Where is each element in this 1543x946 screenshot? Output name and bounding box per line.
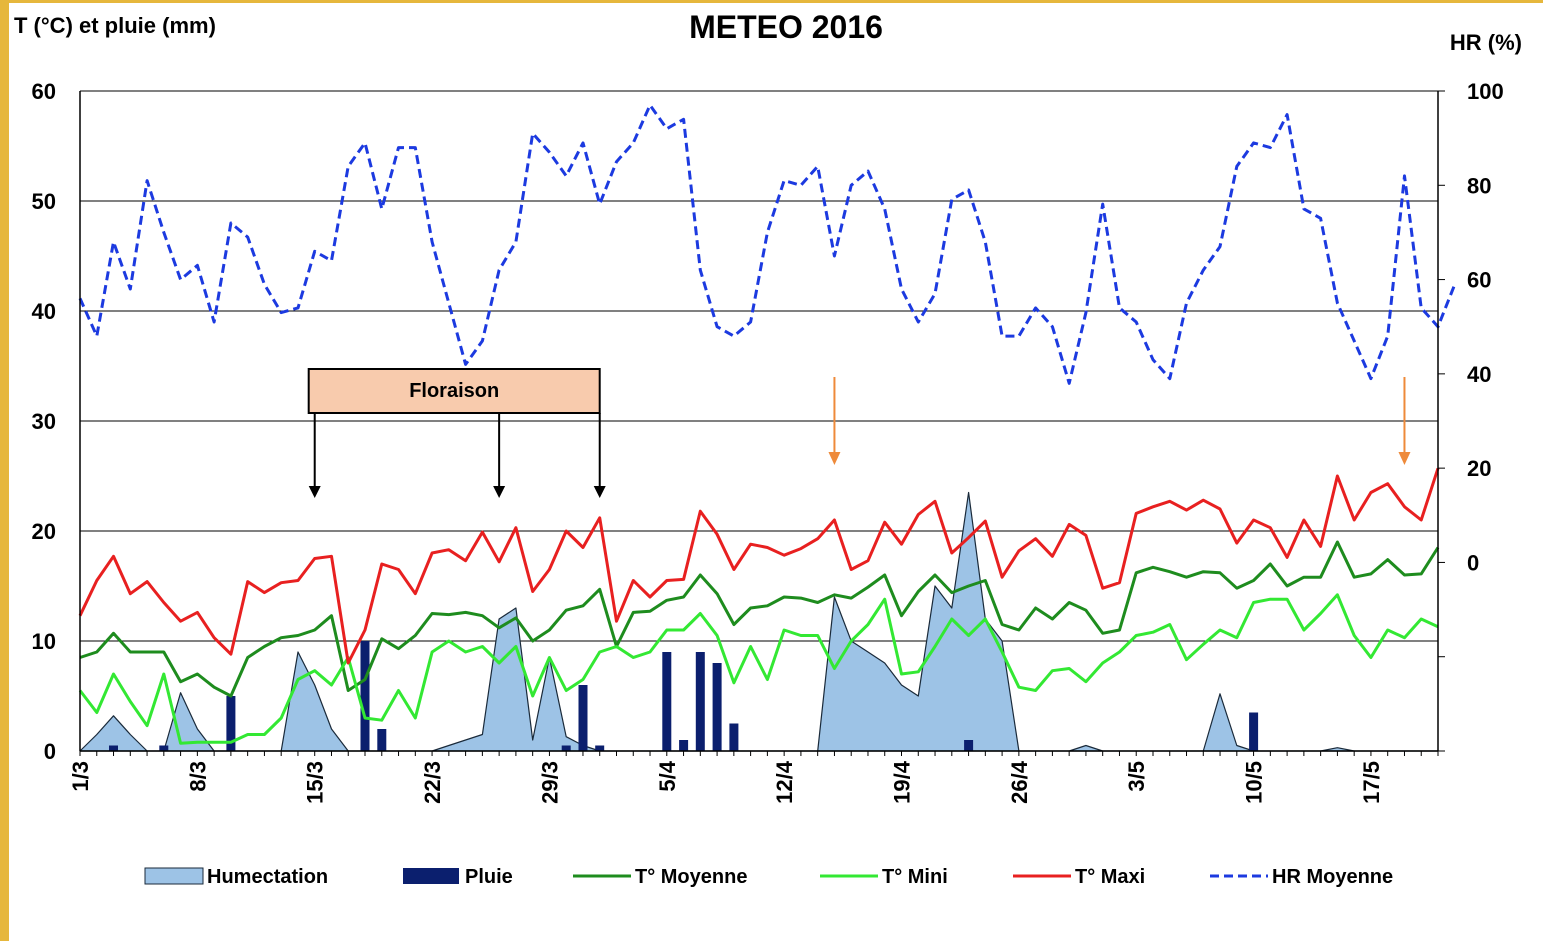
- legend: Humectation Pluie T° Moyenne T° Mini T° Maxi…: [144, 866, 1393, 888]
- legend-entry: Humectation: [144, 866, 328, 888]
- floraison-arrow-head: [493, 486, 506, 498]
- legend-entry: T° Maxi: [1013, 866, 1145, 888]
- x-tick-label: 26/4: [1007, 760, 1032, 804]
- tick-labels: 0 10 20 30 40 50 60 0 20 40 60 80 100 1/3 8/3 15/3 22/3 2…: [32, 79, 1504, 804]
- x-tick-label: 17/5: [1359, 761, 1384, 804]
- legend-swatch: [403, 868, 459, 884]
- left-tick-label: 50: [32, 189, 56, 214]
- legend-label: Humectation: [207, 866, 328, 888]
- floraison-arrow-head: [308, 486, 321, 498]
- pluie-bar: [712, 663, 722, 751]
- pluie-bar: [109, 745, 118, 751]
- pluie-bar: [360, 641, 370, 751]
- pluie-bar: [377, 729, 387, 751]
- x-tick-label: 5/4: [655, 760, 680, 791]
- pluie-bar: [729, 723, 739, 751]
- legend-label: HR Moyenne: [1272, 866, 1393, 888]
- chart-title: METEO 2016: [689, 9, 883, 45]
- legend-entry: T° Mini: [820, 866, 948, 888]
- pluie-bar: [561, 745, 571, 751]
- left-tick-label: 30: [32, 409, 56, 434]
- right-tick-label: 80: [1467, 173, 1491, 198]
- legend-label: T° Moyenne: [635, 866, 747, 888]
- pluie-bar: [679, 740, 689, 751]
- left-tick-label: 60: [32, 79, 56, 104]
- x-tick-label: 8/3: [185, 761, 210, 792]
- pluie-bar: [662, 652, 672, 751]
- series-line-hr-moyenne: [78, 103, 1457, 385]
- floraison-annotation: Floraison: [307, 368, 1411, 498]
- legend-entry: Pluie: [403, 866, 513, 888]
- left-tick-label: 40: [32, 299, 56, 324]
- x-tick-label: 12/4: [772, 760, 797, 804]
- legend-label: Pluie: [465, 866, 513, 888]
- floraison-box: [307, 368, 601, 414]
- x-tick-label: 22/3: [420, 761, 445, 804]
- pluie-bar: [695, 652, 705, 751]
- right-tick-label: 40: [1467, 362, 1491, 387]
- orange-arrow-head: [828, 452, 841, 465]
- left-tick-label: 10: [32, 629, 56, 654]
- axes: [79, 90, 1445, 756]
- x-tick-label: 15/3: [303, 761, 328, 804]
- x-tick-label: 19/4: [890, 760, 915, 804]
- right-tick-label: 0: [1467, 550, 1479, 575]
- orange-arrow-head: [1398, 452, 1411, 465]
- pluie-bar: [1249, 712, 1259, 751]
- pluie-bar: [578, 685, 588, 751]
- pluie-bar: [595, 745, 605, 751]
- left-tick-label: 0: [44, 739, 56, 764]
- pluie-bar: [159, 745, 169, 751]
- x-tick-label: 29/3: [537, 761, 562, 804]
- left-border-decoration: [0, 0, 9, 941]
- right-axis-label: HR (%): [1450, 30, 1522, 55]
- right-tick-label: 60: [1467, 268, 1491, 293]
- pluie-bar: [226, 696, 236, 751]
- pluie-bar: [964, 740, 974, 751]
- floraison-label: Floraison: [409, 380, 499, 402]
- right-tick-label: 20: [1467, 456, 1491, 481]
- legend-entry: HR Moyenne: [1210, 866, 1393, 888]
- gridlines: [80, 90, 1438, 642]
- left-tick-label: 20: [32, 519, 56, 544]
- right-tick-label: 100: [1467, 79, 1504, 104]
- legend-label: T° Mini: [882, 866, 948, 888]
- x-tick-label: 10/5: [1242, 761, 1267, 804]
- x-tick-label: 3/5: [1124, 761, 1149, 792]
- floraison-arrow-head: [593, 486, 606, 498]
- legend-label: T° Maxi: [1075, 866, 1145, 888]
- series-line-t-moyenne: [79, 540, 1440, 698]
- series-line-t-maxi: [78, 467, 1440, 665]
- series-line-t-mini: [78, 593, 1439, 745]
- legend-entry: T° Moyenne: [573, 866, 747, 888]
- left-axis-label: T (°C) et pluie (mm): [14, 13, 216, 38]
- top-border-decoration: [0, 0, 1543, 3]
- legend-swatch: [144, 867, 204, 885]
- pluie-bars: [109, 641, 1259, 751]
- temperature-lines: [78, 103, 1457, 745]
- x-tick-label: 1/3: [68, 761, 93, 792]
